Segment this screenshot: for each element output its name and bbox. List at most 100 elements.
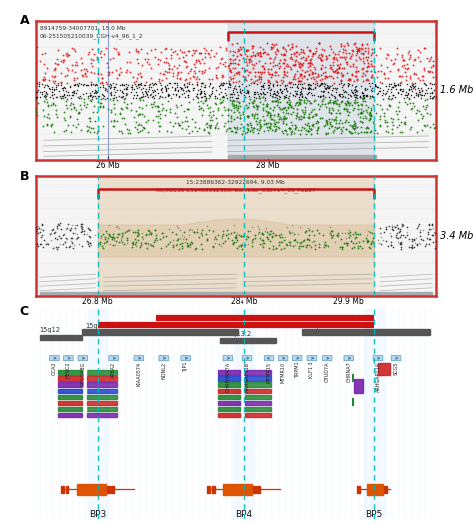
- Point: [218, 234, 226, 243]
- Point: [305, 235, 312, 244]
- Point: [53, 93, 60, 101]
- Point: [70, 244, 77, 253]
- Point: [259, 103, 267, 112]
- Point: [363, 40, 371, 48]
- Point: [361, 97, 369, 105]
- Point: [299, 74, 306, 82]
- Point: [348, 129, 356, 137]
- Point: [282, 113, 290, 122]
- Point: [365, 62, 373, 70]
- Point: [109, 94, 117, 103]
- Point: [297, 129, 304, 138]
- Point: [255, 222, 262, 230]
- Point: [297, 45, 305, 53]
- Point: [389, 115, 397, 124]
- Point: [201, 83, 209, 92]
- Point: [178, 68, 185, 76]
- Point: [211, 99, 219, 107]
- Point: [158, 84, 166, 93]
- Point: [233, 229, 241, 237]
- Point: [243, 86, 251, 94]
- Point: [251, 77, 259, 85]
- Point: [295, 62, 302, 71]
- Point: [397, 231, 405, 239]
- Point: [400, 56, 408, 64]
- Point: [403, 91, 411, 100]
- Point: [354, 67, 362, 75]
- Point: [405, 85, 413, 93]
- Point: [41, 97, 48, 106]
- Point: [231, 48, 239, 56]
- Point: [300, 110, 308, 118]
- Point: [259, 239, 267, 248]
- Point: [164, 91, 172, 99]
- Point: [297, 70, 304, 79]
- Point: [117, 63, 124, 72]
- Point: [221, 105, 228, 114]
- Point: [178, 124, 186, 132]
- Point: [182, 125, 190, 133]
- Point: [136, 80, 144, 89]
- Point: [253, 113, 260, 122]
- Point: [384, 85, 392, 93]
- Point: [287, 103, 295, 111]
- Bar: [87, 395, 117, 399]
- Point: [247, 123, 255, 132]
- Point: [269, 82, 277, 90]
- Point: [155, 127, 163, 136]
- Point: [266, 122, 273, 130]
- Point: [296, 98, 303, 106]
- Point: [133, 91, 140, 100]
- Point: [317, 56, 325, 64]
- Point: [93, 80, 100, 89]
- Point: [243, 88, 251, 96]
- Point: [342, 58, 350, 66]
- Point: [32, 222, 40, 231]
- Point: [132, 117, 139, 126]
- Point: [162, 83, 169, 91]
- Point: [315, 229, 322, 237]
- Point: [180, 85, 187, 94]
- Point: [314, 70, 322, 78]
- Point: [91, 128, 98, 137]
- Point: [394, 88, 401, 96]
- Point: [414, 222, 422, 230]
- Point: [353, 76, 361, 84]
- Point: [303, 121, 311, 129]
- Point: [68, 236, 75, 245]
- Point: [392, 92, 399, 101]
- Point: [120, 114, 128, 122]
- Point: [249, 102, 256, 111]
- Point: [261, 227, 269, 235]
- Point: [280, 111, 288, 119]
- Point: [414, 91, 422, 99]
- Point: [385, 91, 393, 100]
- Point: [225, 77, 233, 85]
- Point: [290, 49, 298, 57]
- Point: [120, 81, 128, 89]
- Point: [123, 238, 131, 247]
- Point: [183, 116, 191, 125]
- Text: TRPM1: TRPM1: [295, 362, 300, 378]
- Point: [156, 69, 164, 77]
- Point: [409, 243, 416, 251]
- Point: [62, 225, 70, 233]
- Point: [125, 126, 132, 135]
- Point: [114, 230, 122, 238]
- Point: [133, 91, 140, 100]
- Point: [173, 230, 180, 238]
- Point: [424, 95, 431, 103]
- Point: [161, 67, 169, 75]
- Point: [300, 113, 307, 121]
- Point: [178, 231, 186, 239]
- Point: [264, 233, 271, 241]
- Point: [135, 47, 142, 56]
- Point: [101, 233, 109, 241]
- Point: [336, 110, 344, 118]
- Point: [291, 50, 298, 59]
- Point: [240, 230, 248, 238]
- Point: [319, 79, 326, 88]
- Point: [231, 59, 238, 67]
- Point: [138, 93, 146, 102]
- Point: [340, 238, 347, 247]
